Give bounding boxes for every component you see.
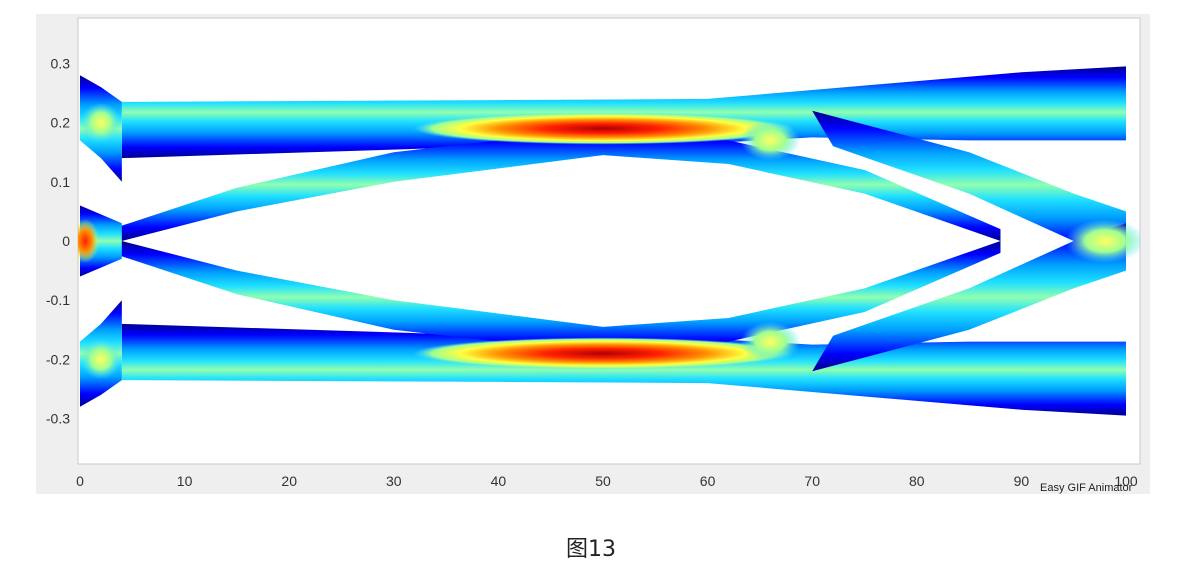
x-tick-label: 50 [595,473,611,489]
x-tick-label: 80 [909,473,925,489]
y-tick-label: 0.1 [51,174,71,190]
x-tick-label: 100 [1114,473,1138,489]
y-tick-label: -0.3 [46,411,70,427]
left-upper-warm [80,102,121,143]
x-tick-label: 30 [386,473,402,489]
y-axis-ticks: 0.3 0.2 0.1 0 -0.1 -0.2 -0.3 [46,55,70,426]
eye-diagram-figure: 0.3 0.2 0.1 0 -0.1 -0.2 -0.3 0 10 20 30 40 50 60 70 80… [36,14,1150,494]
x-tick-label: 10 [177,473,193,489]
x-tick-label: 60 [700,473,716,489]
x-tick-label: 40 [491,473,507,489]
x-tick-label: 20 [281,473,297,489]
upper-peak [413,112,793,145]
left-lower-warm [80,339,121,380]
upper-right-warm [740,120,801,161]
right-center-warm [1065,219,1140,263]
figure-caption: 图13 [566,537,616,562]
lower-right-warm [740,321,801,362]
y-tick-label: 0 [62,233,70,249]
x-axis-ticks: 0 10 20 30 40 50 60 70 80 90 100 [76,473,1138,489]
watermark-text: Easy GIF Animator [1040,482,1133,494]
eye-diagram-chart: 0.3 0.2 0.1 0 -0.1 -0.2 -0.3 0 10 20 30 40 50 60 70 80… [36,14,1150,494]
y-tick-label: 0.3 [51,55,71,71]
x-tick-label: 70 [804,473,820,489]
y-tick-label: 0.2 [51,115,71,131]
left-center-peak [78,219,100,263]
x-tick-label: 90 [1014,473,1030,489]
cross-down-band [812,110,1126,259]
cross-up-band [812,223,1126,372]
density-plot [78,66,1140,416]
y-tick-label: -0.2 [46,351,70,367]
x-tick-label: 0 [76,473,84,489]
lower-peak [413,337,793,370]
y-tick-label: -0.1 [46,292,70,308]
